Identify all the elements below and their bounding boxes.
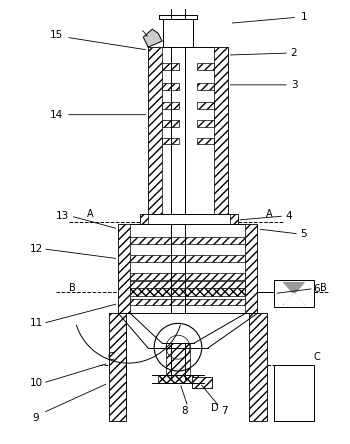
- Text: C: C: [314, 352, 320, 362]
- Bar: [197, 63, 214, 70]
- Text: A: A: [266, 209, 273, 219]
- Text: 5: 5: [301, 229, 307, 239]
- Bar: [192, 377, 212, 388]
- Text: 10: 10: [29, 378, 43, 388]
- Text: 7: 7: [221, 406, 228, 416]
- Polygon shape: [143, 29, 162, 47]
- Bar: [163, 19, 193, 47]
- Bar: [130, 273, 245, 280]
- Bar: [148, 47, 162, 214]
- Bar: [118, 224, 257, 313]
- Text: 13: 13: [56, 211, 70, 221]
- Bar: [118, 224, 130, 313]
- Bar: [192, 377, 212, 388]
- Text: 14: 14: [49, 110, 63, 120]
- Bar: [130, 288, 245, 296]
- Bar: [197, 138, 214, 144]
- Bar: [197, 119, 214, 127]
- Bar: [162, 138, 179, 144]
- Bar: [166, 343, 190, 379]
- Bar: [250, 313, 267, 421]
- Text: 2: 2: [291, 48, 298, 58]
- Bar: [214, 47, 228, 214]
- Bar: [140, 214, 238, 224]
- Text: A: A: [88, 209, 94, 219]
- Bar: [130, 237, 245, 244]
- Bar: [130, 281, 245, 288]
- Text: 4: 4: [286, 211, 292, 221]
- Polygon shape: [284, 283, 304, 293]
- Text: B: B: [69, 282, 76, 293]
- Text: 11: 11: [29, 318, 43, 329]
- Bar: [108, 313, 126, 421]
- Bar: [274, 365, 314, 421]
- Text: 6: 6: [314, 284, 320, 293]
- Text: 1: 1: [301, 12, 307, 22]
- Bar: [230, 214, 238, 224]
- Bar: [130, 298, 245, 305]
- Polygon shape: [284, 293, 304, 305]
- Text: B: B: [321, 282, 327, 293]
- Bar: [245, 224, 257, 313]
- Text: 8: 8: [182, 406, 188, 416]
- Text: 15: 15: [49, 30, 63, 40]
- Bar: [158, 375, 198, 383]
- Text: 12: 12: [29, 244, 43, 254]
- Bar: [250, 313, 267, 421]
- Text: 3: 3: [291, 80, 298, 90]
- Bar: [162, 119, 179, 127]
- Bar: [148, 47, 228, 214]
- Bar: [108, 313, 126, 421]
- Text: D: D: [211, 403, 218, 413]
- Bar: [162, 102, 179, 109]
- Bar: [197, 102, 214, 109]
- Bar: [130, 255, 245, 262]
- Bar: [162, 83, 179, 90]
- Bar: [197, 83, 214, 90]
- Bar: [274, 280, 314, 307]
- Bar: [162, 63, 179, 70]
- Text: C: C: [107, 352, 114, 362]
- Bar: [140, 214, 148, 224]
- Text: 9: 9: [33, 413, 40, 423]
